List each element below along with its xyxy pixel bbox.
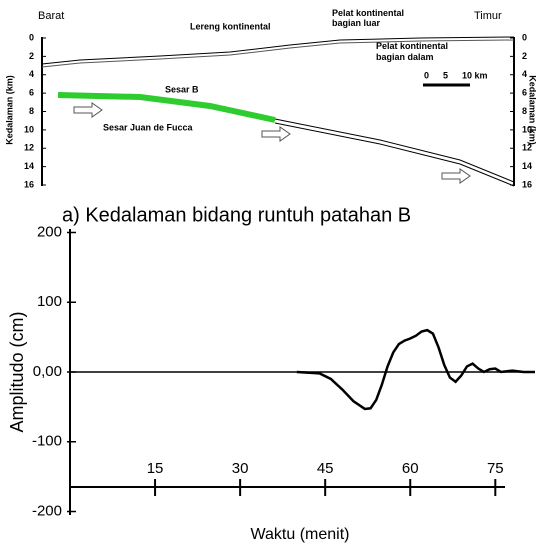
x-tick-label: 30 — [232, 460, 249, 477]
x-tick-label: 75 — [487, 460, 504, 477]
x-tick-label: 15 — [147, 460, 164, 477]
x-tick-label: 45 — [317, 460, 334, 477]
arrow — [73, 102, 103, 118]
juan-de-fucca-label: Sesar Juan de Fucca — [103, 122, 194, 132]
depth-tick-label: 16 — [24, 179, 34, 189]
depth-tick-label: 4 — [522, 69, 527, 79]
y-tick-label: -200 — [32, 502, 62, 519]
cross-section: Barat Timur Lereng kontinental Pelat kon… — [4, 8, 537, 226]
slope-label: Lereng kontinental — [190, 21, 271, 31]
depth-label-left: Kedalaman (km) — [4, 75, 14, 145]
scale-label: 0 — [424, 70, 429, 80]
depth-tick-label: 6 — [522, 88, 527, 98]
east-label: Timur — [474, 10, 502, 22]
depth-tick-label: 6 — [29, 88, 34, 98]
chart-bg — [0, 226, 541, 550]
depth-tick-label: 8 — [522, 106, 527, 116]
depth-tick-label: 10 — [522, 124, 532, 134]
outer-plate-text: Pelat kontinental bagian luar — [332, 8, 405, 28]
y-axis-title: Amplitudo (cm) — [7, 311, 27, 432]
y-tick-label: 0,00 — [33, 363, 62, 380]
depth-tick-label: 4 — [29, 69, 34, 79]
inner-plate-label: Pelat kontinental bagian dalam — [376, 41, 449, 62]
scale-label: 5 — [443, 70, 448, 80]
depth-tick-label: 12 — [24, 143, 34, 153]
y-tick-label: -100 — [32, 433, 62, 450]
depth-tick-label: 14 — [522, 161, 532, 171]
fault-b — [57, 92, 276, 123]
arrow — [441, 168, 471, 184]
depth-label-right: Kedalaman (km) — [528, 75, 538, 145]
depth-tick-label: 14 — [24, 161, 34, 171]
data-line — [296, 328, 535, 411]
inner-plate-text: Pelat kontinental bagian dalam — [376, 41, 449, 62]
depth-tick-label: 10 — [24, 124, 34, 134]
plate-top-inner — [41, 39, 515, 68]
y-tick-label: 200 — [37, 223, 62, 240]
depth-tick-label: 2 — [29, 51, 34, 61]
x-tick-label: 60 — [402, 460, 419, 477]
depth-tick-label: 0 — [29, 32, 34, 42]
depth-tick-label: 12 — [522, 143, 532, 153]
depth-tick-label: 16 — [522, 179, 532, 189]
scale-label: 10 km — [462, 70, 488, 80]
arrow — [261, 126, 291, 142]
slab-line-lower — [274, 122, 515, 187]
slab-line — [274, 118, 515, 183]
outer-plate-label: Pelat kontinental bagian luar — [332, 8, 405, 28]
caption: a) Kedalaman bidang runtuh patahan B — [62, 204, 411, 226]
west-label: Barat — [38, 10, 64, 22]
depth-tick-label: 8 — [29, 106, 34, 116]
x-axis-title: Waktu (menit) — [251, 526, 350, 543]
fault-b-label: Sesar B — [165, 84, 199, 94]
plate-top — [41, 36, 515, 65]
depth-tick-label: 0 — [522, 32, 527, 42]
depth-tick-label: 2 — [522, 51, 527, 61]
y-tick-label: 100 — [37, 293, 62, 310]
